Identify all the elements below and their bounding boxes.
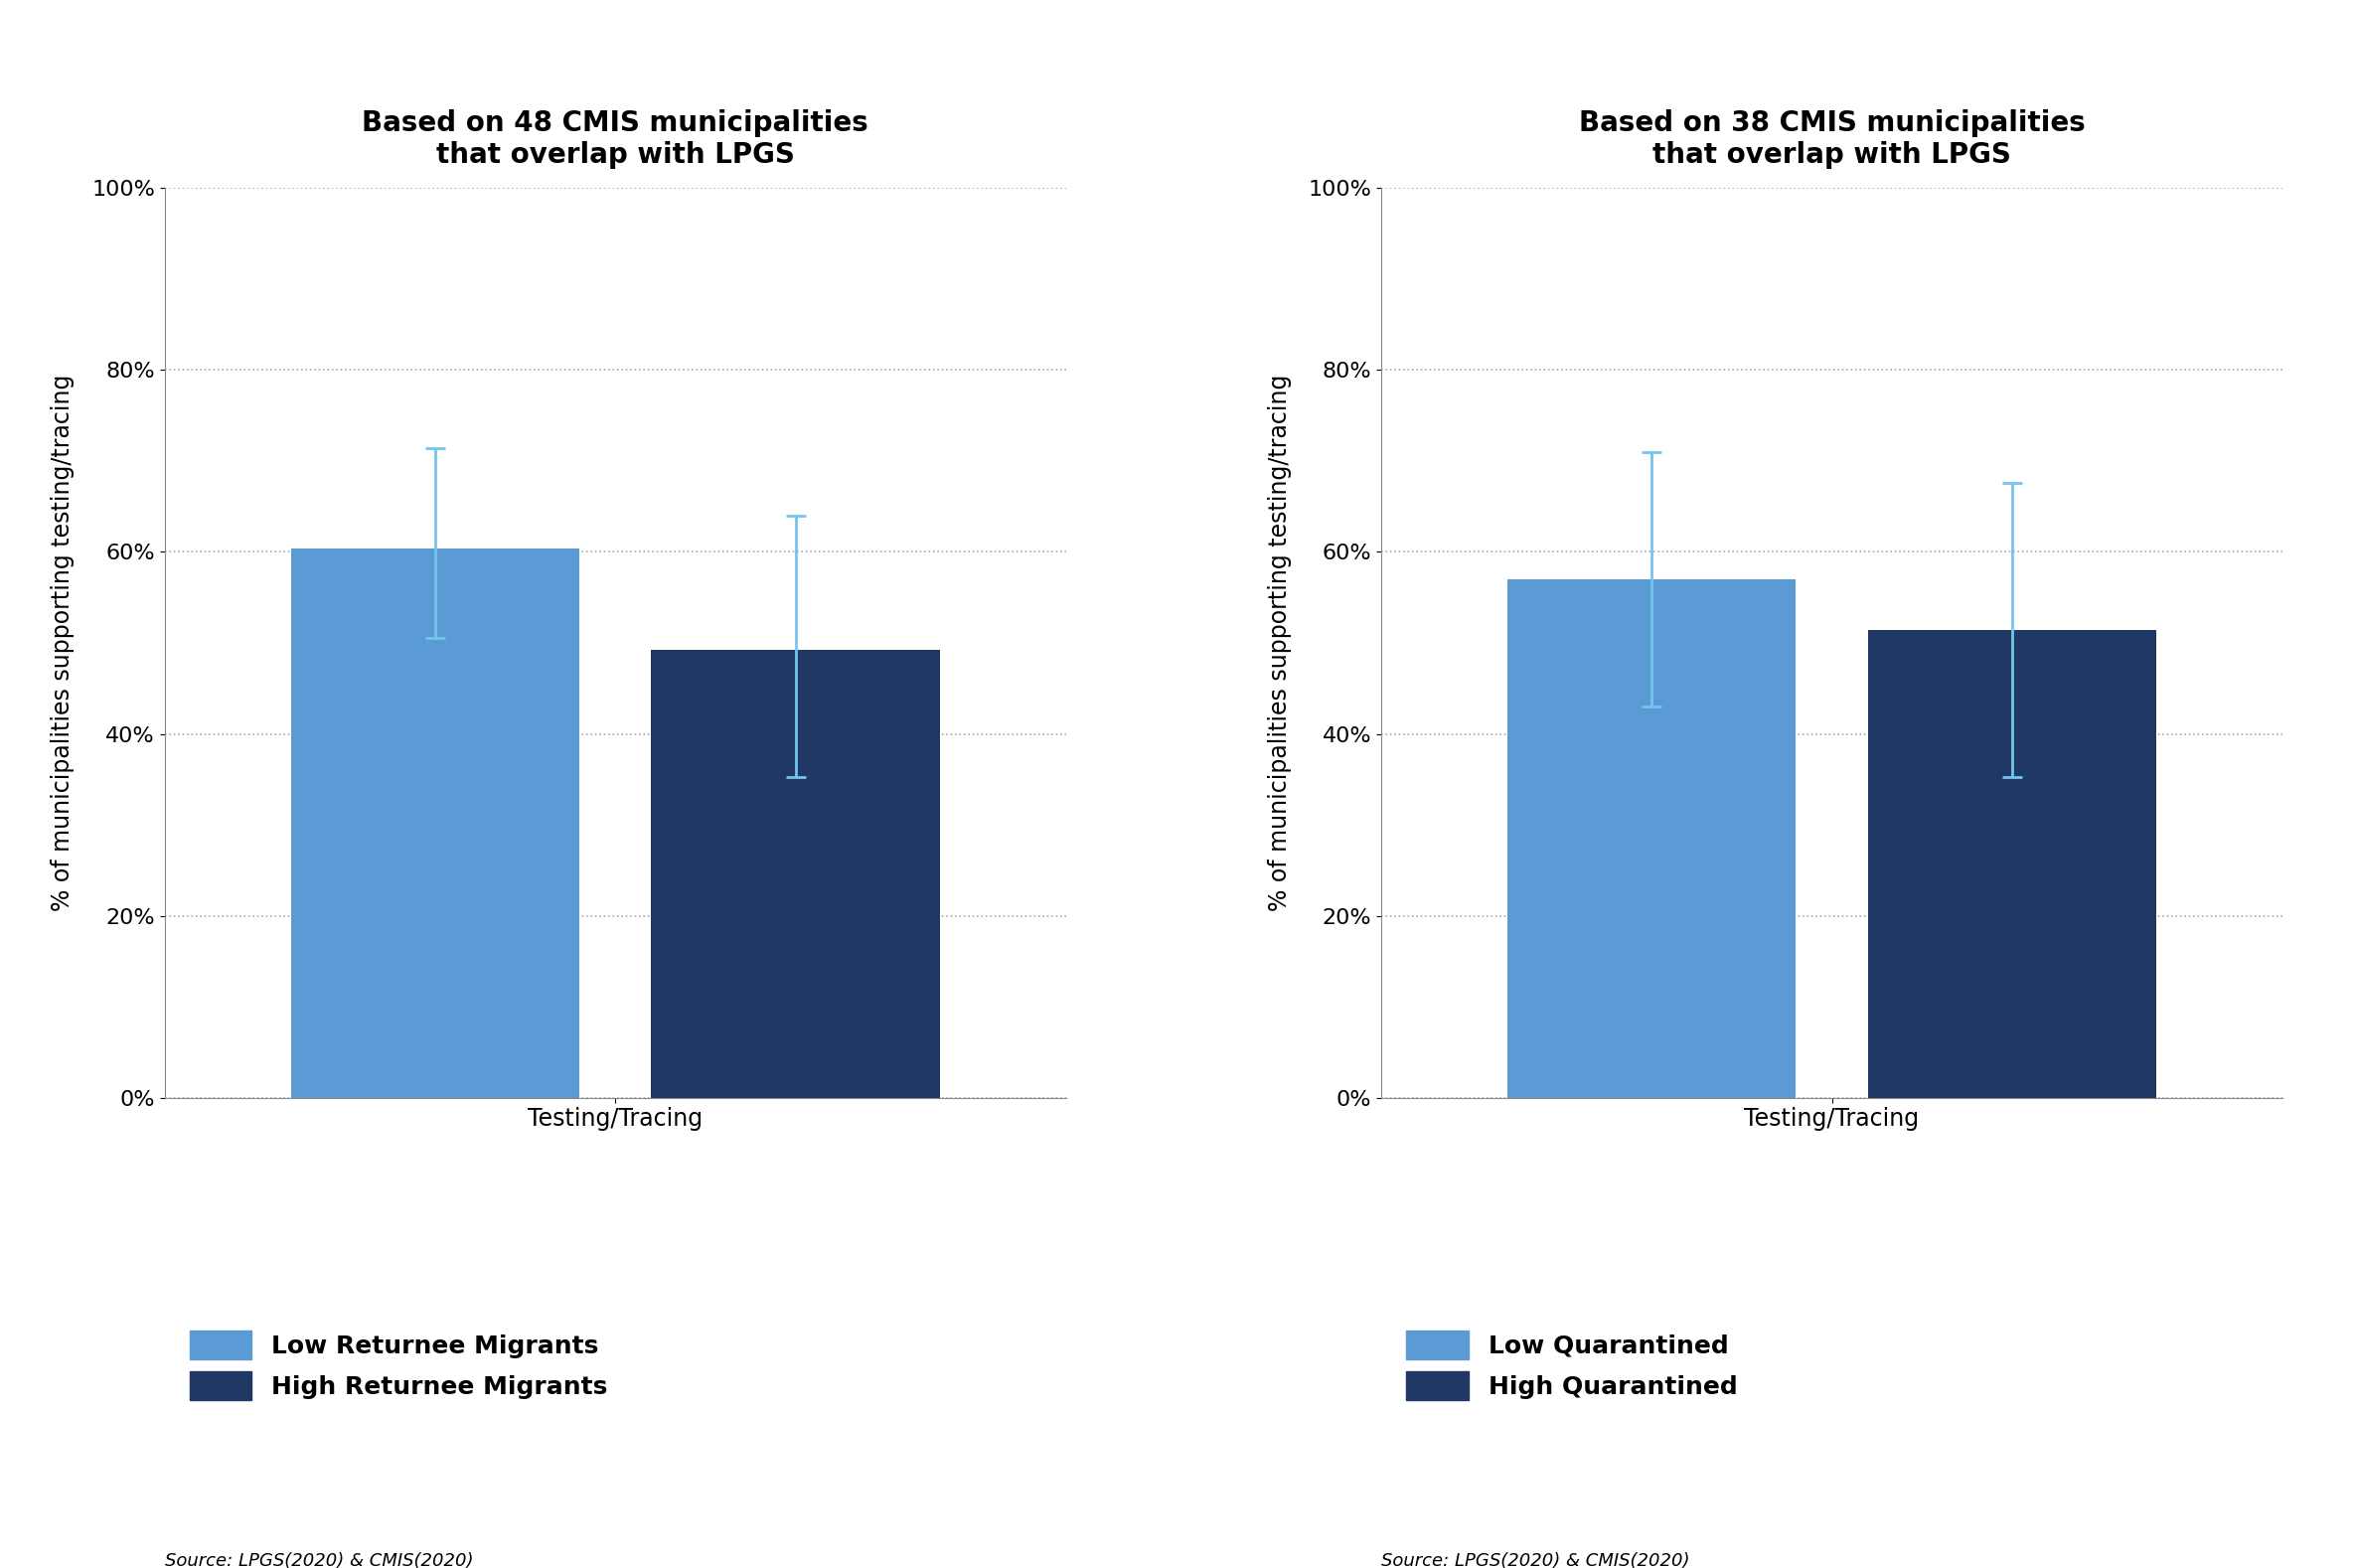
- Bar: [1868, 630, 2155, 1098]
- Bar: [652, 651, 939, 1098]
- Title: Based on 48 CMIS municipalities
that overlap with LPGS: Based on 48 CMIS municipalities that ove…: [362, 110, 868, 169]
- Y-axis label: % of municipalities supporting testing/tracing: % of municipalities supporting testing/t…: [1268, 375, 1292, 911]
- Text: Source: LPGS(2020) & CMIS(2020): Source: LPGS(2020) & CMIS(2020): [165, 1552, 473, 1568]
- Bar: [1508, 579, 1795, 1098]
- Legend: Low Quarantined, High Quarantined: Low Quarantined, High Quarantined: [1393, 1319, 1751, 1413]
- Text: Source: LPGS(2020) & CMIS(2020): Source: LPGS(2020) & CMIS(2020): [1381, 1552, 1689, 1568]
- Bar: [292, 549, 579, 1098]
- Y-axis label: % of municipalities supporting testing/tracing: % of municipalities supporting testing/t…: [52, 375, 75, 911]
- Title: Based on 38 CMIS municipalities
that overlap with LPGS: Based on 38 CMIS municipalities that ove…: [1579, 110, 2085, 169]
- Legend: Low Returnee Migrants, High Returnee Migrants: Low Returnee Migrants, High Returnee Mig…: [176, 1319, 621, 1413]
